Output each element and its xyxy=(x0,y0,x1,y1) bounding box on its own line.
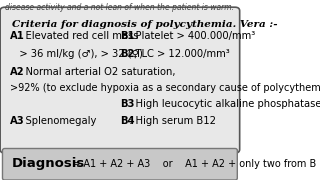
FancyBboxPatch shape xyxy=(3,148,237,180)
Text: Diagnosis: Diagnosis xyxy=(12,157,85,170)
Text: = A1 + A2 + A3    or    A1 + A2 + only two from B: = A1 + A2 + A3 or A1 + A2 + only two fro… xyxy=(69,159,317,169)
Text: : High serum B12: : High serum B12 xyxy=(126,116,216,126)
Text: : Elevated red cell mass: : Elevated red cell mass xyxy=(16,31,138,41)
Text: B4: B4 xyxy=(120,116,134,126)
Text: A2: A2 xyxy=(10,67,24,77)
Text: : Normal arterial O2 saturation,: : Normal arterial O2 saturation, xyxy=(16,67,175,77)
Text: >92% (to exclude hypoxia as a secondary cause of polycythemia): >92% (to exclude hypoxia as a secondary … xyxy=(10,83,320,93)
FancyBboxPatch shape xyxy=(0,7,240,153)
Text: B1: B1 xyxy=(120,31,134,41)
Text: A1: A1 xyxy=(10,31,24,41)
Text: B3: B3 xyxy=(120,99,134,109)
Text: : TLC > 12.000/mm³: : TLC > 12.000/mm³ xyxy=(126,49,230,59)
Text: : Splenomegaly: : Splenomegaly xyxy=(16,116,96,126)
Text: : Platelet > 400.000/mm³: : Platelet > 400.000/mm³ xyxy=(126,31,255,41)
Text: > 36 ml/kg (♂), > 32 (♀): > 36 ml/kg (♂), > 32 (♀) xyxy=(10,49,142,59)
Text: : High leucocytic alkaline phosphatase: : High leucocytic alkaline phosphatase xyxy=(126,99,320,109)
Text: B2: B2 xyxy=(120,49,134,59)
Text: Criteria for diagnosis of polycythemia. Vera :-: Criteria for diagnosis of polycythemia. … xyxy=(12,20,277,29)
Text: A3: A3 xyxy=(10,116,24,126)
Text: disease activity and a not lean of when the patient is warm.: disease activity and a not lean of when … xyxy=(5,3,234,12)
